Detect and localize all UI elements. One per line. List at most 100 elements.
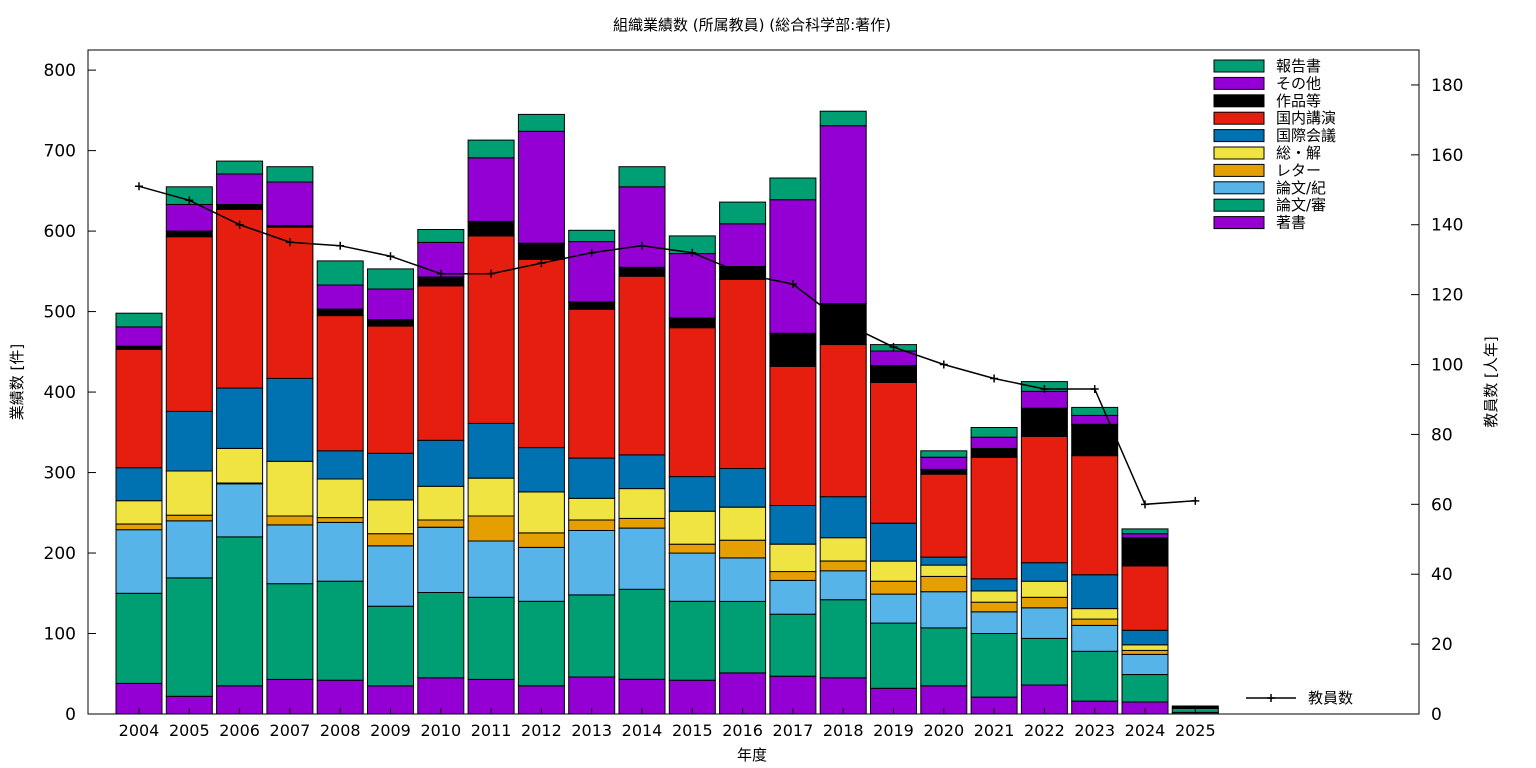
bar-segment bbox=[1121, 653, 1169, 676]
y2-tick-label: 120 bbox=[1431, 286, 1463, 306]
x-tick-label: 2008 bbox=[320, 721, 361, 740]
y-tick-label: 0 bbox=[65, 705, 76, 725]
x-tick-label: 2016 bbox=[722, 721, 763, 740]
x-tick-label: 2024 bbox=[1125, 721, 1166, 740]
line-point-marker bbox=[135, 182, 143, 191]
bar-segment bbox=[568, 308, 616, 459]
line-series-group bbox=[135, 182, 1200, 509]
legend-label: 論文/審 bbox=[1276, 196, 1326, 214]
bar-segment bbox=[819, 537, 867, 562]
bar-segment bbox=[467, 477, 515, 517]
bar-segment bbox=[316, 284, 364, 310]
bar-segment bbox=[1071, 406, 1119, 416]
bar-segment bbox=[618, 166, 666, 188]
bar-segment bbox=[1020, 580, 1068, 598]
bar-segment bbox=[920, 456, 968, 470]
bar-segment bbox=[216, 536, 264, 687]
x-tick-label: 2020 bbox=[923, 721, 964, 740]
bar-segment bbox=[165, 520, 213, 579]
bar-segment bbox=[1020, 435, 1068, 564]
bar-segment bbox=[115, 467, 163, 502]
x-tick-label: 2021 bbox=[974, 721, 1015, 740]
y-tick-label: 300 bbox=[44, 464, 76, 484]
bar-segment bbox=[417, 592, 465, 679]
y-tick-label: 600 bbox=[44, 222, 76, 242]
bar-segment bbox=[266, 524, 314, 585]
line-point-marker bbox=[1191, 496, 1200, 505]
bar-segment bbox=[819, 110, 867, 127]
bar-segment bbox=[719, 223, 767, 268]
bar-segment bbox=[769, 505, 817, 545]
bar-segment bbox=[920, 591, 968, 629]
line-point-marker bbox=[587, 248, 596, 257]
bar-segment bbox=[1121, 565, 1169, 631]
bar-segment bbox=[1020, 607, 1068, 639]
bar-segment bbox=[417, 439, 465, 487]
bar-segment bbox=[316, 517, 364, 523]
bar-segment bbox=[115, 500, 163, 525]
bar-segment bbox=[367, 288, 414, 321]
y2-tick-label: 60 bbox=[1431, 495, 1453, 515]
bar-segment bbox=[316, 315, 364, 452]
x-tick-label: 2009 bbox=[370, 721, 411, 740]
bar-segment bbox=[1020, 407, 1068, 437]
y-tick-label: 100 bbox=[44, 625, 76, 645]
x-tick-label: 2010 bbox=[420, 721, 461, 740]
legend-swatch bbox=[1213, 181, 1265, 195]
bar-segment bbox=[517, 447, 565, 493]
line-point-marker bbox=[990, 374, 999, 383]
bar-segment bbox=[719, 201, 767, 225]
bar-segment bbox=[970, 611, 1018, 634]
x-axis-label: 年度 bbox=[737, 746, 767, 764]
bar-segment bbox=[1071, 414, 1119, 425]
bar-segment bbox=[1121, 644, 1169, 651]
bar-segment bbox=[568, 457, 616, 499]
bar-segment bbox=[517, 491, 565, 534]
legend-label: 国内講演 bbox=[1276, 109, 1336, 127]
bar-segment bbox=[1020, 637, 1068, 686]
bar-segment bbox=[568, 497, 616, 521]
bar-segment bbox=[367, 499, 414, 535]
bar-segment bbox=[970, 436, 1018, 449]
bar-segment bbox=[266, 181, 314, 226]
legend-label: 教員数 bbox=[1308, 689, 1353, 707]
y2-tick-label: 100 bbox=[1431, 356, 1463, 376]
bar-segment bbox=[1071, 423, 1119, 457]
bar-segment bbox=[819, 677, 867, 715]
bar-segment bbox=[719, 600, 767, 674]
bar-segment bbox=[719, 672, 767, 715]
bar-segment bbox=[970, 456, 1018, 580]
bar-segment bbox=[920, 575, 968, 593]
x-tick-label: 2004 bbox=[119, 721, 160, 740]
bar-segment bbox=[266, 166, 314, 183]
bar-segment bbox=[417, 485, 465, 521]
bar-segment bbox=[417, 526, 465, 593]
bar-segment bbox=[920, 450, 968, 458]
bar-segment bbox=[1071, 574, 1119, 610]
bar-segment bbox=[1121, 537, 1169, 567]
bar-segment bbox=[316, 450, 364, 480]
bar-segment bbox=[870, 365, 917, 383]
bar-segment bbox=[719, 557, 767, 602]
legend-label: 報告書 bbox=[1276, 57, 1321, 75]
line-point-marker bbox=[889, 343, 898, 352]
bar-segment bbox=[517, 600, 565, 687]
y2-tick-label: 140 bbox=[1431, 216, 1463, 236]
bar-segment bbox=[417, 276, 465, 287]
bar-segment bbox=[115, 326, 163, 347]
bar-segment bbox=[668, 327, 716, 478]
bar-segment bbox=[367, 452, 414, 501]
bar-segment bbox=[367, 605, 414, 687]
bar-segment bbox=[1071, 455, 1119, 576]
bar-segment bbox=[668, 476, 716, 512]
line-point-marker bbox=[285, 238, 294, 247]
legend-swatch bbox=[1213, 216, 1265, 230]
bar-segment bbox=[970, 633, 1018, 698]
bar-segment bbox=[1121, 649, 1169, 655]
bar-segment bbox=[618, 588, 666, 680]
bar-segment bbox=[819, 125, 867, 305]
bar-segment bbox=[266, 460, 314, 517]
bar-segment bbox=[618, 517, 666, 529]
legend-swatch bbox=[1213, 76, 1265, 90]
legend-swatch bbox=[1213, 163, 1265, 177]
